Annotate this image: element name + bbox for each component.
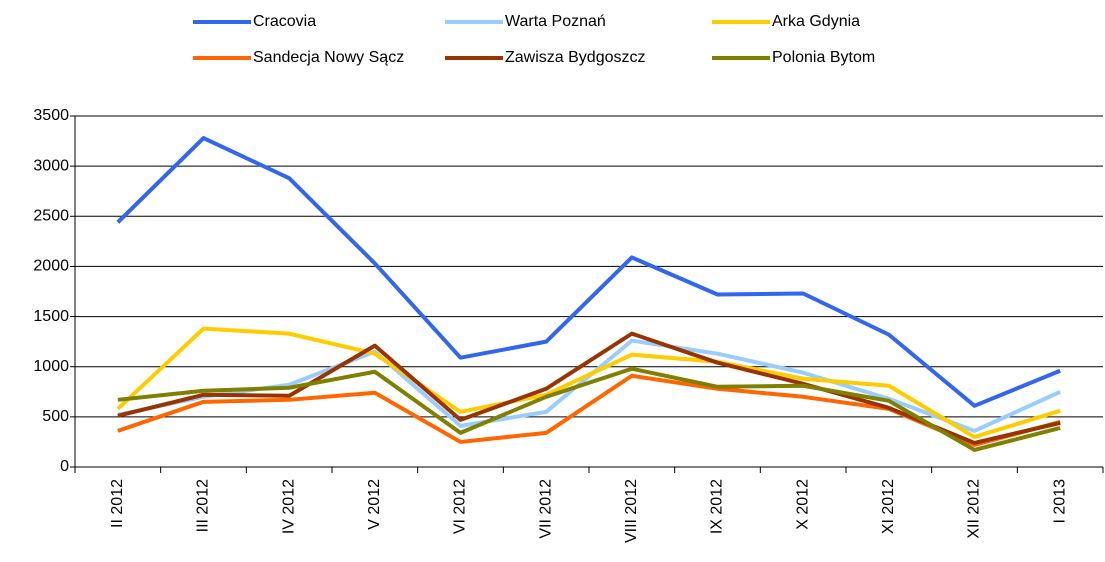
x-tick-label: V 2012: [366, 479, 383, 530]
series-line: [117, 331, 1061, 445]
y-tick-label: 2500: [33, 208, 69, 225]
legend-label: Cracovia: [253, 13, 316, 30]
x-tick-label: VIII 2012: [623, 479, 640, 543]
x-tick-label: IX 2012: [709, 479, 726, 534]
y-tick-label: 0: [60, 458, 69, 475]
series-line: [116, 136, 1061, 408]
y-tick-label: 1000: [33, 358, 69, 375]
legend-label: Zawisza Bydgoszcz: [505, 49, 646, 66]
x-tick-label: XII 2012: [966, 479, 983, 539]
series-line: [117, 366, 1061, 452]
x-tick-label: VI 2012: [452, 479, 469, 534]
y-tick-label: 500: [42, 408, 69, 425]
x-tick-label: IV 2012: [280, 479, 297, 534]
y-tick-label: 2000: [33, 258, 69, 275]
legend-label: Polonia Bytom: [772, 49, 875, 66]
x-tick-label: VII 2012: [537, 479, 554, 539]
y-tick-label: 3000: [33, 157, 69, 174]
x-tick-label: XI 2012: [880, 479, 897, 534]
legend-label: Warta Poznań: [505, 13, 606, 30]
x-tick-label: II 2012: [109, 479, 126, 528]
y-tick-label: 3500: [33, 107, 69, 124]
x-tick-label: I 2013: [1051, 479, 1068, 524]
series-line: [116, 326, 1061, 439]
y-tick-label: 1500: [33, 308, 69, 325]
x-tick-label: X 2012: [794, 479, 811, 530]
x-tick-label: III 2012: [195, 479, 212, 532]
legend-label: Arka Gdynia: [772, 13, 860, 30]
legend-label: Sandecja Nowy Sącz: [253, 49, 404, 66]
